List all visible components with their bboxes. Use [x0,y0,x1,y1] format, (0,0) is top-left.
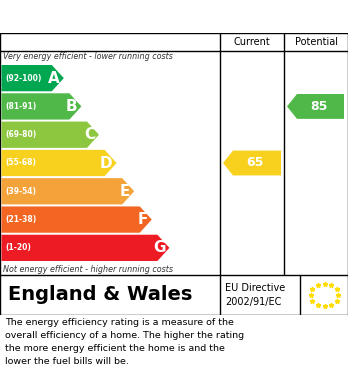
Text: Energy Efficiency Rating: Energy Efficiency Rating [60,7,288,25]
Polygon shape [223,151,281,176]
Text: C: C [84,127,95,142]
Text: E: E [120,184,130,199]
Polygon shape [1,150,117,176]
Text: The energy efficiency rating is a measure of the
overall efficiency of a home. T: The energy efficiency rating is a measur… [5,318,244,366]
Text: 85: 85 [310,100,328,113]
Text: Current: Current [234,37,270,47]
Text: D: D [100,156,113,170]
Text: (92-100): (92-100) [5,74,41,83]
Text: (55-68): (55-68) [5,158,36,167]
Text: Very energy efficient - lower running costs: Very energy efficient - lower running co… [3,52,173,61]
Text: A: A [48,71,60,86]
Text: B: B [66,99,77,114]
Text: (69-80): (69-80) [5,130,36,139]
Polygon shape [1,206,152,233]
Polygon shape [287,94,344,119]
Polygon shape [1,93,81,120]
Polygon shape [1,235,169,261]
Text: Not energy efficient - higher running costs: Not energy efficient - higher running co… [3,265,173,274]
Polygon shape [1,65,64,91]
Text: F: F [137,212,148,227]
Text: England & Wales: England & Wales [8,285,192,305]
Text: 65: 65 [246,156,264,170]
Polygon shape [1,122,99,148]
Text: (39-54): (39-54) [5,187,36,196]
Text: Potential: Potential [294,37,338,47]
Polygon shape [1,178,134,204]
Text: (81-91): (81-91) [5,102,36,111]
Text: (21-38): (21-38) [5,215,36,224]
Text: (1-20): (1-20) [5,243,31,252]
Text: EU Directive
2002/91/EC: EU Directive 2002/91/EC [225,283,285,307]
Text: G: G [153,240,165,255]
